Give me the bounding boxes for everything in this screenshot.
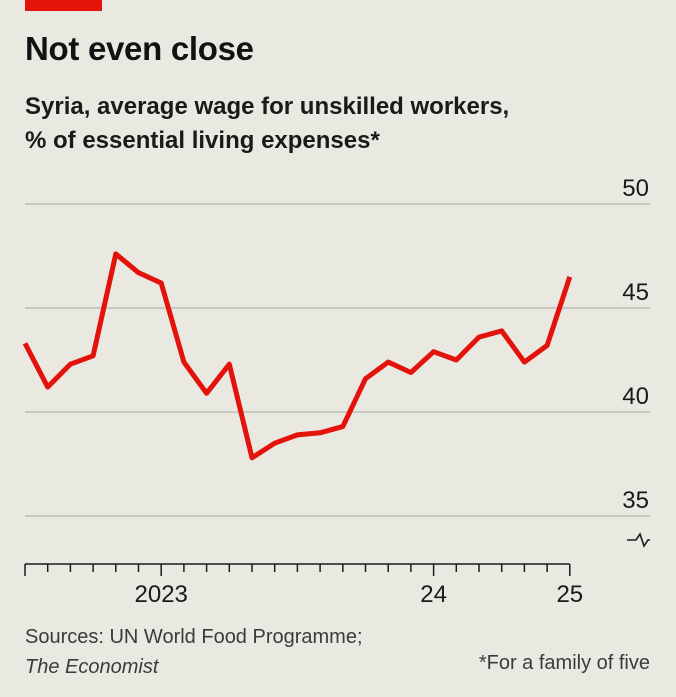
subtitle-line-2: % of essential living expenses* [25,127,380,154]
chart-title: Not even close [25,30,254,67]
chart-subtitle: Syria, average wage for unskilled worker… [25,90,665,158]
y-tick-label-40: 40 [622,383,649,410]
sources-note: Sources: UN World Food Programme; The Ec… [25,622,363,682]
x-tick-label-25: 25 [556,581,583,608]
y-tick-label-50: 50 [622,175,649,202]
footnote: *For a family of five [478,652,650,674]
y-tick-label-35: 35 [622,487,649,514]
x-tick-label-24: 24 [420,581,447,608]
sources-text: Sources: UN World Food Programme; [25,626,363,648]
subtitle-line-1: Syria, average wage for unskilled worker… [25,93,510,120]
y-tick-label-45: 45 [622,279,649,306]
sources-publication: The Economist [25,656,159,678]
axis-break-icon [627,532,650,548]
series-line-wage-share [22,251,573,461]
x-tick-label-2023: 2023 [135,581,188,608]
line-chart: 50 45 40 35 2023 24 25 [22,175,650,608]
economist-red-tag [25,0,102,11]
